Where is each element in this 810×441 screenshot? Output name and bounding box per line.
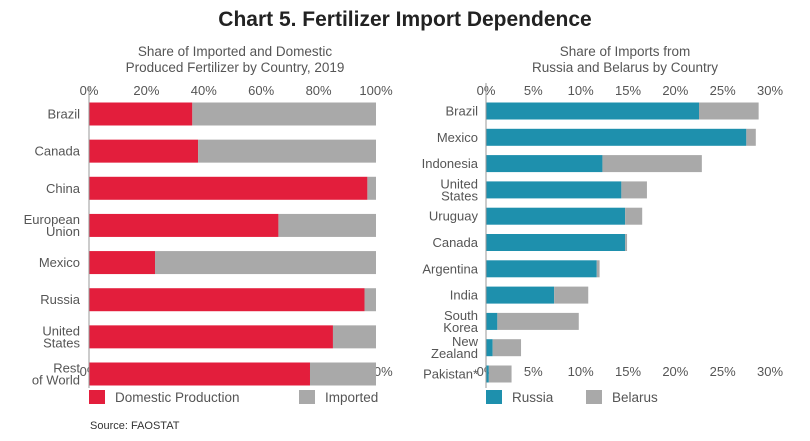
bar-belarus bbox=[602, 155, 702, 173]
bar-russia bbox=[486, 260, 597, 278]
x-tick-label-top: 20% bbox=[133, 83, 159, 98]
bar-russia bbox=[486, 286, 555, 304]
category-label: India bbox=[450, 288, 479, 303]
category-label: Mexico bbox=[39, 255, 80, 270]
category-label: China bbox=[46, 181, 81, 196]
bar-belarus bbox=[625, 207, 643, 225]
bar-russia bbox=[486, 155, 603, 173]
bar-russia bbox=[486, 234, 626, 251]
x-tick-label-top: 5% bbox=[524, 83, 543, 98]
x-tick-label-bottom: 5% bbox=[524, 364, 543, 379]
category-label: Mexico bbox=[437, 130, 478, 145]
bar-belarus bbox=[596, 260, 600, 278]
bar-imported bbox=[332, 325, 376, 349]
category-label: Pakistan* bbox=[423, 367, 478, 382]
bar-russia bbox=[486, 339, 493, 357]
category-label: United bbox=[42, 323, 80, 338]
category-label: Rest bbox=[53, 361, 80, 376]
bar-belarus bbox=[497, 312, 579, 330]
bar-belarus bbox=[492, 339, 522, 357]
x-tick-label-top: 30% bbox=[757, 83, 783, 98]
x-tick-label-bottom: 25% bbox=[710, 364, 736, 379]
x-tick-label-top: 15% bbox=[615, 83, 641, 98]
legend-swatch bbox=[486, 390, 502, 404]
bar-russia bbox=[486, 102, 699, 120]
bar-imported bbox=[198, 139, 376, 163]
category-label: Argentina bbox=[422, 261, 478, 276]
category-label: Brazil bbox=[47, 107, 80, 122]
bar-imported bbox=[192, 102, 376, 126]
legend-swatch bbox=[586, 390, 602, 404]
bar-belarus bbox=[746, 128, 756, 146]
x-tick-label-top: 20% bbox=[662, 83, 688, 98]
x-tick-label-bottom: 15% bbox=[615, 364, 641, 379]
bar-russia bbox=[486, 128, 747, 146]
category-label: New bbox=[452, 334, 479, 349]
bar-domestic-production bbox=[89, 102, 193, 126]
left-subtitle-line-2: Produced Fertilizer by Country, 2019 bbox=[125, 60, 345, 75]
legend-label: Imported bbox=[325, 390, 378, 405]
category-label: Uruguay bbox=[429, 209, 479, 224]
bar-imported bbox=[155, 251, 376, 275]
category-label: Zealand bbox=[431, 346, 478, 361]
x-tick-label-bottom: 20% bbox=[662, 364, 688, 379]
bar-imported bbox=[309, 362, 376, 386]
legend-swatch bbox=[89, 390, 105, 404]
right-subtitle-line-1: Share of Imports from bbox=[559, 44, 691, 59]
bar-russia bbox=[486, 207, 626, 225]
bar-russia bbox=[486, 181, 622, 199]
bar-belarus bbox=[625, 234, 628, 251]
x-tick-label-top: 10% bbox=[568, 83, 594, 98]
x-tick-label-bottom: 30% bbox=[757, 364, 783, 379]
category-label: United bbox=[440, 176, 478, 191]
category-label: States bbox=[43, 335, 80, 350]
bar-domestic-production bbox=[89, 213, 279, 237]
right-chart-subtitle: Share of Imports from Russia and Belarus… bbox=[455, 44, 795, 76]
bar-domestic-production bbox=[89, 251, 156, 275]
category-label: South bbox=[444, 308, 478, 323]
x-tick-label-bottom: 10% bbox=[568, 364, 594, 379]
category-label: Union bbox=[46, 224, 80, 239]
category-label: Brazil bbox=[445, 104, 478, 119]
source-note: Source: FAOSTAT bbox=[90, 420, 180, 432]
bar-russia bbox=[486, 365, 489, 383]
x-tick-label-top: 80% bbox=[306, 83, 332, 98]
bar-belarus bbox=[621, 181, 647, 199]
bar-domestic-production bbox=[89, 362, 310, 386]
bar-russia bbox=[486, 312, 498, 330]
legend-label: Belarus bbox=[612, 390, 658, 405]
legend-swatch bbox=[299, 390, 315, 404]
bar-imported bbox=[364, 288, 376, 312]
x-tick-label-top: 100% bbox=[359, 83, 393, 98]
bar-belarus bbox=[699, 102, 759, 120]
bar-belarus bbox=[488, 365, 512, 383]
legend-label: Russia bbox=[512, 390, 554, 405]
category-label: European bbox=[24, 212, 80, 227]
category-label: Canada bbox=[34, 144, 80, 159]
category-label: Indonesia bbox=[422, 156, 479, 171]
x-tick-label-top: 60% bbox=[248, 83, 274, 98]
bar-imported bbox=[278, 213, 376, 237]
bar-domestic-production bbox=[89, 288, 365, 312]
category-label: States bbox=[441, 188, 478, 203]
bar-domestic-production bbox=[89, 325, 333, 349]
bar-imported bbox=[367, 176, 376, 200]
right-subtitle-line-2: Russia and Belarus by Country bbox=[531, 60, 719, 75]
x-tick-label-top: 25% bbox=[710, 83, 736, 98]
category-label: Canada bbox=[432, 235, 478, 250]
left-subtitle-line-1: Share of Imported and Domestic bbox=[137, 44, 333, 59]
legend-label: Domestic Production bbox=[115, 390, 240, 405]
bar-belarus bbox=[554, 286, 589, 304]
bar-domestic-production bbox=[89, 176, 368, 200]
category-label: Russia bbox=[40, 292, 81, 307]
chart-title: Chart 5. Fertilizer Import Dependence bbox=[218, 8, 592, 31]
category-label: Korea bbox=[443, 320, 478, 335]
bar-domestic-production bbox=[89, 139, 199, 163]
x-tick-label-top: 40% bbox=[191, 83, 217, 98]
category-label: of World bbox=[32, 373, 80, 388]
left-chart-subtitle: Share of Imported and Domestic Produced … bbox=[70, 44, 400, 76]
